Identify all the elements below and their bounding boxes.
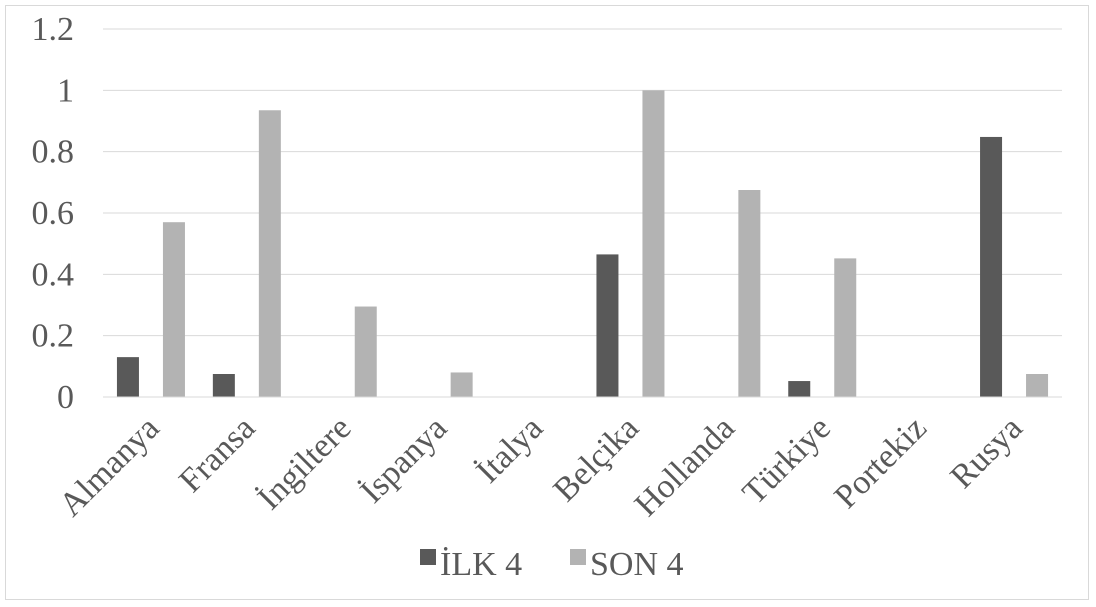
y-tick-label: 0.4	[32, 256, 75, 293]
x-tick-label: Portekiz	[828, 409, 934, 515]
bar-son4	[1026, 374, 1049, 397]
bar-son4	[642, 90, 665, 397]
y-tick-label: 0.2	[32, 318, 75, 355]
legend-swatch	[420, 549, 436, 565]
bar-ilk4	[212, 374, 235, 397]
bar-ilk4	[596, 254, 619, 397]
legend-label: SON 4	[590, 546, 684, 583]
x-tick-label: İspanya	[353, 409, 454, 510]
bar-son4	[258, 110, 281, 398]
x-tick-label: İngiltere	[251, 409, 359, 517]
legend: İLK 4 SON 4	[420, 546, 684, 583]
y-tick-label: 1	[57, 72, 74, 109]
bar-son4	[354, 306, 377, 397]
y-tick-label: 1.2	[32, 11, 75, 48]
x-tick-label: Rusya	[943, 409, 1029, 495]
x-tick-label: İtalya	[469, 409, 550, 490]
bar-son4	[738, 190, 761, 397]
bar-son4	[162, 222, 185, 397]
chart-frame	[5, 5, 1089, 600]
y-tick-label: 0	[57, 379, 74, 416]
bar-ilk4	[116, 357, 139, 397]
y-tick-label: 0.8	[32, 134, 75, 171]
gridlines	[103, 28, 1062, 337]
x-tick-label: Türkiye	[736, 409, 838, 511]
x-tick-label: Fransa	[172, 409, 262, 499]
y-tick-label: 0.6	[32, 195, 75, 232]
legend-label: İLK 4	[440, 546, 522, 583]
bar-son4	[834, 258, 857, 397]
y-axis-ticks: 0 0.2 0.4 0.6 0.8 1 1.2	[32, 11, 75, 416]
bars	[116, 90, 1049, 398]
bar-ilk4	[980, 136, 1003, 398]
x-tick-label: Almanya	[52, 409, 166, 523]
bar-ilk4	[788, 381, 811, 397]
legend-swatch	[570, 549, 586, 565]
bar-son4	[450, 372, 473, 397]
x-tick-label: Hollanda	[628, 409, 742, 523]
